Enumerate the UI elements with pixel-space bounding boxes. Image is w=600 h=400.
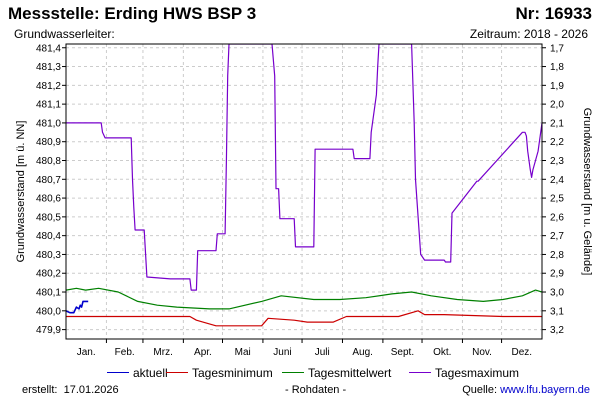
y-tick-label: 480,5 (36, 212, 61, 223)
created-label: erstellt: (22, 384, 58, 396)
x-tick-label: Jan. (77, 347, 96, 358)
y-tick-label: 480,6 (36, 194, 61, 205)
y-tick-label: 480,3 (36, 250, 61, 261)
chart-legend: aktuell Tagesminimum Tagesmittelwert Tagesm… (0, 366, 600, 382)
y2-tick-label: 2,6 (550, 212, 564, 223)
y2-tick-label: 3,1 (550, 306, 564, 317)
created-date: 17.01.2026 (63, 384, 119, 396)
series-line-0 (66, 300, 89, 314)
y-tick-label: 480,9 (36, 137, 61, 148)
y2-tick-label: 2,0 (550, 100, 564, 111)
y2-tick-label: 2,1 (550, 118, 564, 129)
x-tick-label: Sept. (391, 347, 414, 358)
source-label: Quelle: (462, 384, 498, 396)
legend-item: Tagesmaximum (409, 366, 519, 380)
y-tick-label: 480,4 (36, 231, 61, 242)
x-tick-label: Apr. (194, 347, 212, 358)
y-tick-label: 481,0 (36, 118, 61, 129)
x-tick-label: Juni (273, 347, 291, 358)
created-info: erstellt: 17.01.2026 (22, 384, 119, 396)
y-tick-label: 481,2 (36, 81, 61, 92)
y-tick-label: 480,0 (36, 306, 61, 317)
source-info: Quelle: www.lfu.bayern.de (462, 384, 590, 396)
series-line-2 (66, 287, 542, 310)
legend-swatch (107, 372, 129, 374)
x-tick-label: Mrz. (153, 347, 172, 358)
y-tick-label: 480,7 (36, 175, 61, 186)
legend-swatch (282, 372, 304, 374)
x-tick-label: Dez. (512, 347, 533, 358)
y-tick-label: 481,4 (36, 43, 61, 54)
aquifer-label: Grundwasserleiter: (14, 27, 115, 41)
y-axis-label: Grundwasserstand [m ü. NN] (15, 121, 27, 263)
x-tick-label: Mai (235, 347, 251, 358)
y2-tick-label: 2,4 (550, 175, 564, 186)
series-line-1 (66, 310, 542, 327)
y2-tick-label: 1,7 (550, 43, 564, 54)
chart-grid (66, 44, 542, 339)
y2-tick-label: 2,2 (550, 137, 564, 148)
period-label: Zeitraum: 2018 - 2026 (469, 27, 588, 41)
source-link[interactable]: www.lfu.bayern.de (500, 384, 590, 396)
x-tick-label: Okt. (433, 347, 451, 358)
y2-tick-label: 2,7 (550, 231, 564, 242)
x-tick-label: Feb. (115, 347, 135, 358)
raw-data-note: - Rohdaten - (285, 384, 347, 396)
y2-tick-label: 1,9 (550, 81, 564, 92)
y2-axis-label: Grundwasserstand [m u. Gelände] (581, 108, 593, 276)
chart-ticks: Jan. Feb. Mrz. Apr. Mai Juni Juli Aug. Sept. Okt.… (36, 43, 564, 358)
y-tick-label: 479,9 (36, 325, 61, 336)
page-title: Messstelle: Erding HWS BSP 3 (8, 4, 257, 23)
y-tick-label: 480,8 (36, 156, 61, 167)
y-tick-label: 480,2 (36, 269, 61, 280)
x-tick-label: Nov. (472, 347, 492, 358)
y-tick-label: 481,1 (36, 100, 61, 111)
legend-swatch (409, 372, 431, 374)
y2-tick-label: 2,3 (550, 156, 564, 167)
legend-item: Tagesminimum (166, 366, 273, 380)
plot-frame (65, 43, 543, 340)
y2-tick-label: 3,0 (550, 288, 564, 299)
legend-label: Tagesminimum (192, 366, 273, 380)
legend-label: aktuell (133, 366, 168, 380)
y2-tick-label: 1,8 (550, 62, 564, 73)
y2-tick-label: 3,2 (550, 325, 564, 336)
legend-item: aktuell (107, 366, 168, 380)
legend-swatch (166, 372, 188, 374)
y-tick-label: 480,1 (36, 288, 61, 299)
legend-label: Tagesmittelwert (308, 366, 392, 380)
y2-tick-label: 2,8 (550, 250, 564, 261)
legend-item: Tagesmittelwert (282, 366, 391, 380)
x-tick-label: Juli (315, 347, 330, 358)
y-tick-label: 481,3 (36, 62, 61, 73)
legend-label: Tagesmaximum (435, 366, 520, 380)
chart-series (66, 44, 542, 327)
station-number: Nr: 16933 (515, 4, 592, 23)
x-tick-label: Aug. (352, 347, 373, 358)
series-line-3 (66, 44, 542, 291)
y2-tick-label: 2,5 (550, 194, 564, 205)
y2-tick-label: 2,9 (550, 269, 564, 280)
